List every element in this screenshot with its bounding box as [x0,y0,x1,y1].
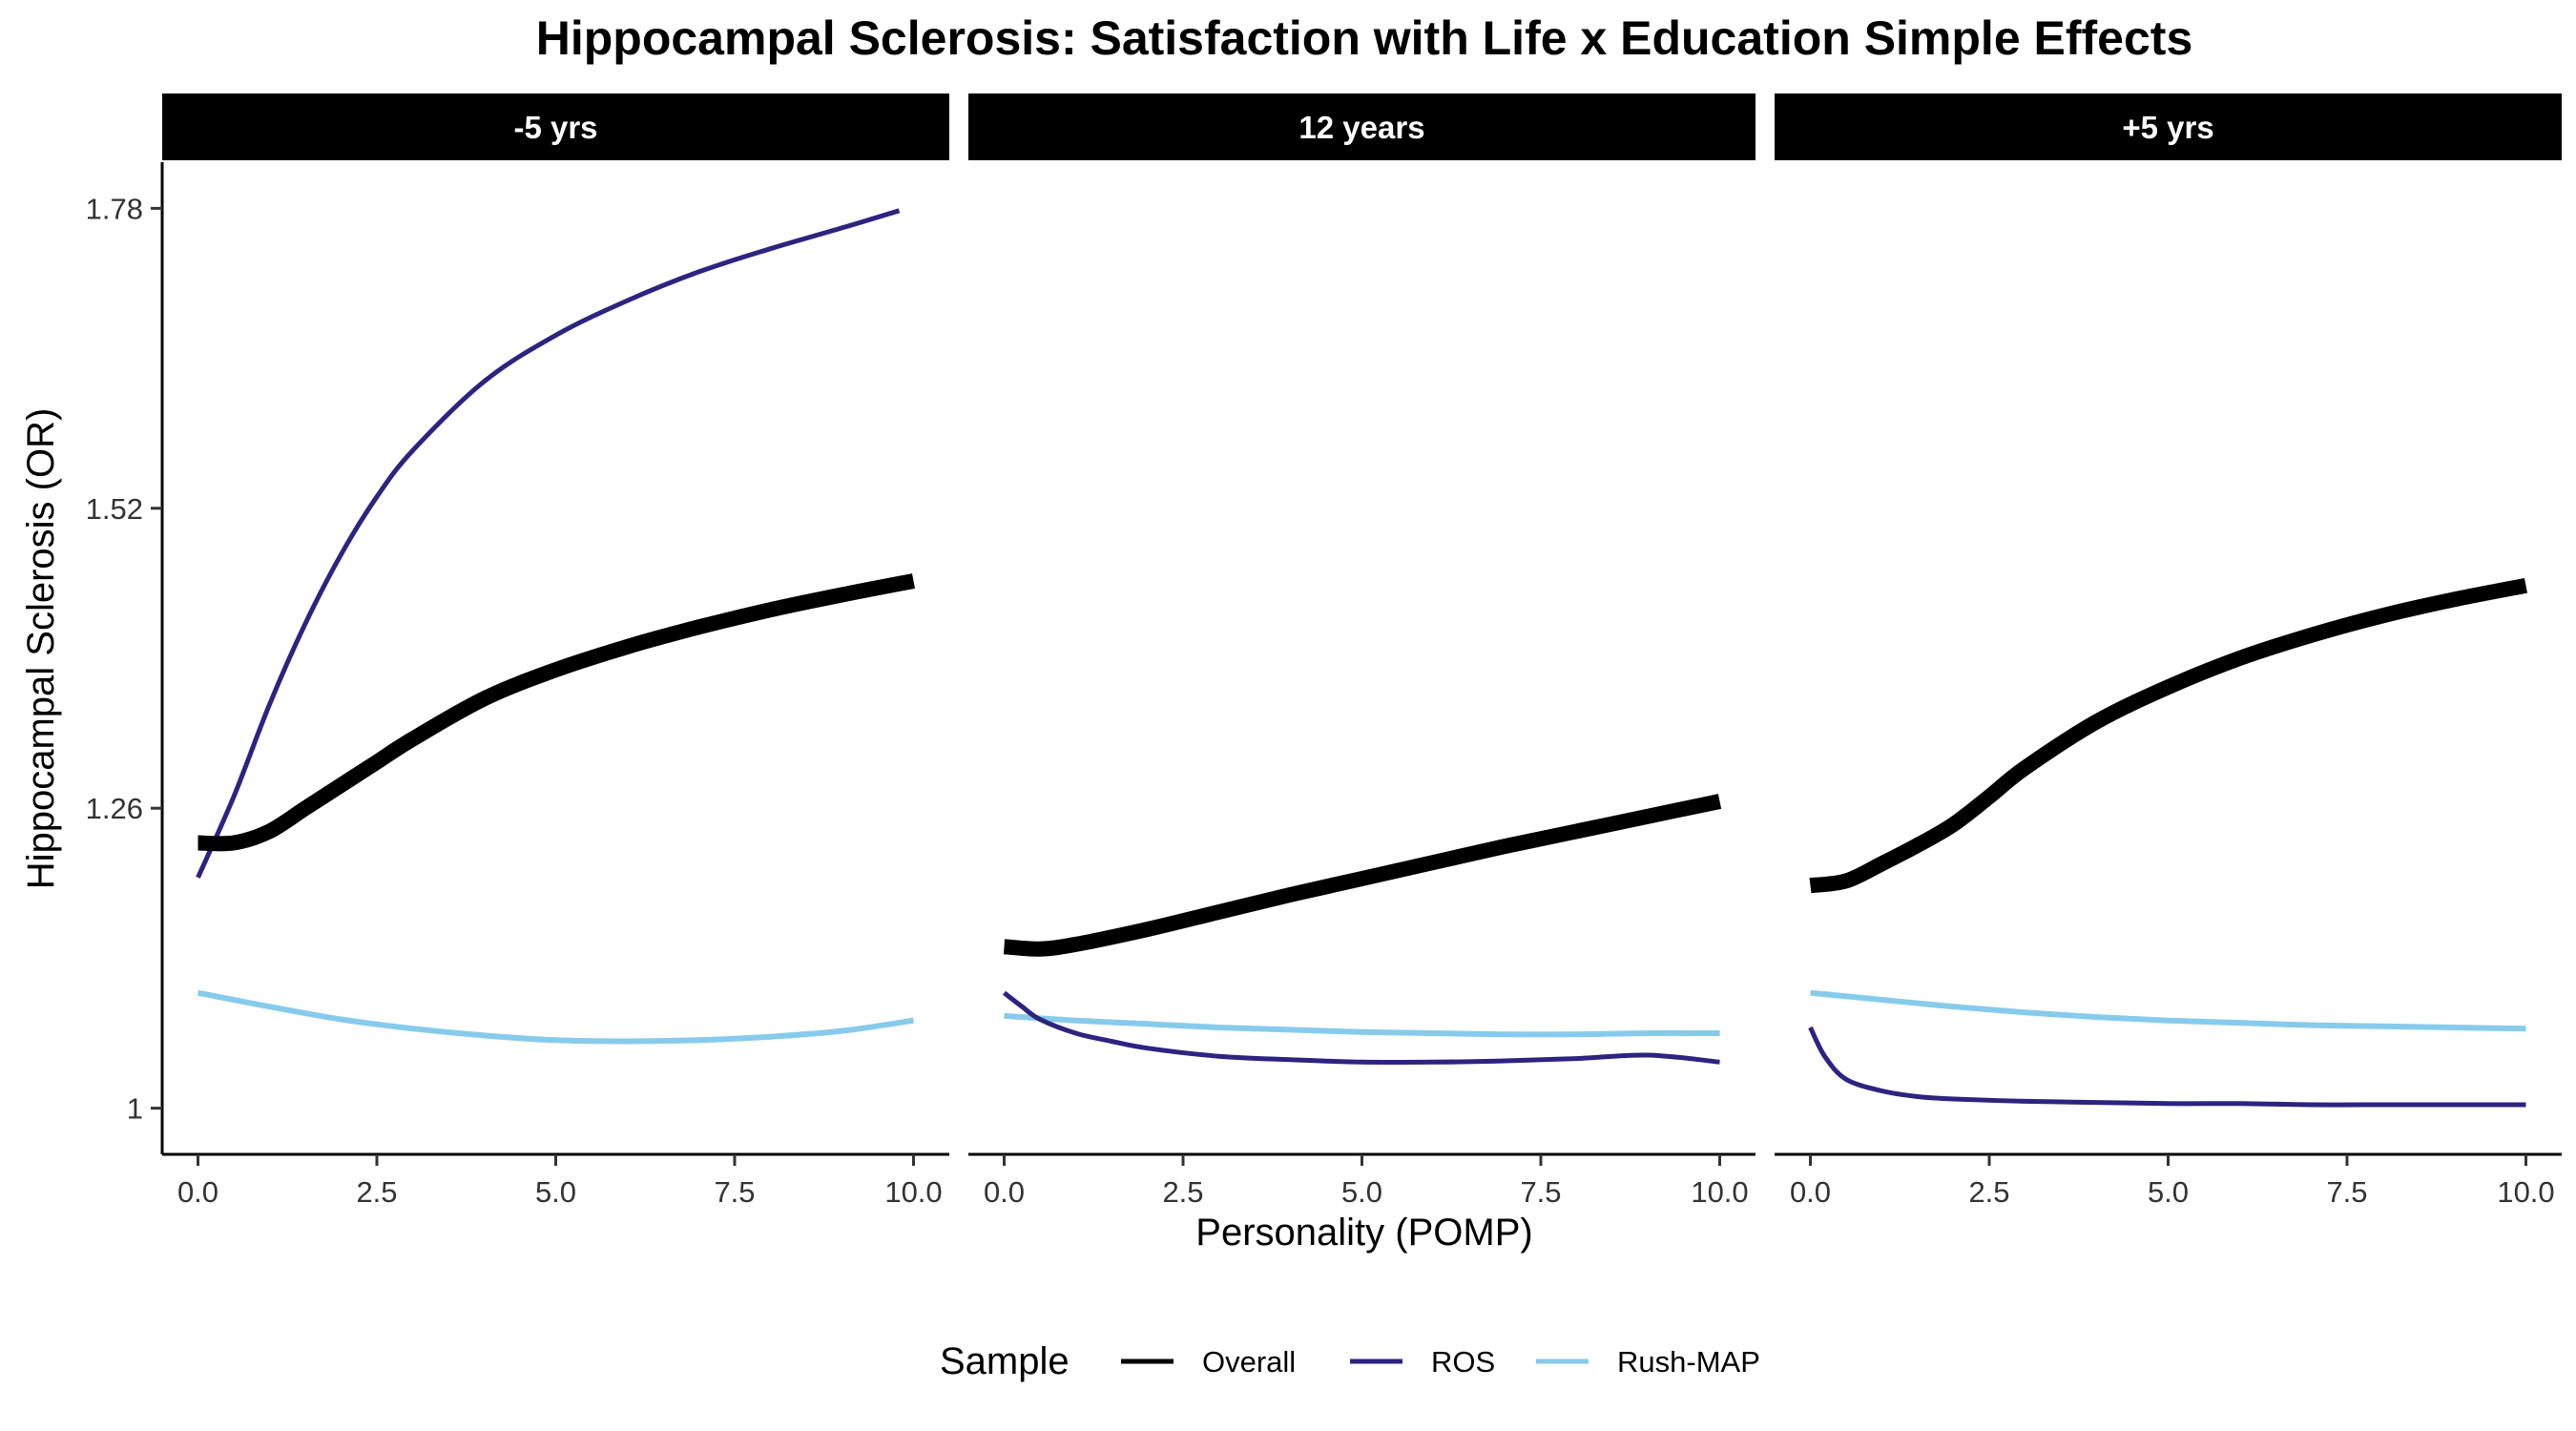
series-line-rush-map [197,989,914,1045]
x-tick-label: 0.0 [1790,1175,1831,1209]
x-tick-label: 0.0 [984,1175,1025,1209]
x-tick-label: 2.5 [1968,1175,2009,1209]
x-axis-label: Personality (POMP) [1195,1212,1532,1254]
y-tick-label: 1.26 [86,792,143,825]
x-tick-label: 2.5 [356,1175,397,1209]
legend-label-ros: ROS [1431,1345,1495,1379]
chart-title: Hippocampal Sclerosis: Satisfaction with… [536,11,2193,65]
series-line-overall [1003,794,1722,957]
x-tick-label: 5.0 [535,1175,576,1209]
legend-label-rush-map: Rush-MAP [1617,1345,1760,1379]
series-line-ros [196,208,901,879]
x-tick-label: 5.0 [1341,1175,1382,1209]
y-tick-label: 1.52 [86,492,143,526]
x-tick-label: 2.5 [1162,1175,1203,1209]
panel-strip [1775,93,2562,160]
series-line-overall [197,573,916,852]
y-tick-label: 1.78 [86,192,143,225]
x-tick-label: 0.0 [177,1175,218,1209]
series-line-rush-map [1004,1012,1720,1038]
x-tick-label: 7.5 [2326,1175,2367,1209]
y-axis-label: Hippocampal Sclerosis (OR) [20,408,62,890]
x-tick-label: 10.0 [884,1175,942,1209]
panel-strip-label: 12 years [1298,110,1424,145]
legend-label-overall: Overall [1202,1345,1296,1379]
panel-2: 12 years 0.0 2.5 5.0 7.5 10.0 [968,93,1755,1209]
panel-3: +5 yrs 0.0 2.5 5.0 7.5 10.0 [1775,93,2562,1209]
y-tick-label: 1 [127,1092,143,1126]
series-line-overall [1809,577,2528,894]
x-tick-label: 10.0 [1691,1175,1748,1209]
x-tick-label: 5.0 [2148,1175,2189,1209]
chart-panels: -5 yrs 0.0 2.5 5.0 7.5 10.0 1 1.26 1.52 1.78 12 ye… [86,93,2562,1209]
panel-strip-label: -5 yrs [513,110,597,145]
x-tick-label: 7.5 [714,1175,755,1209]
series-line-ros [1002,990,1720,1066]
series-line-rush-map [1810,989,2526,1032]
panel-1: -5 yrs 0.0 2.5 5.0 7.5 10.0 1 1.26 1.52 1.78 [86,93,949,1209]
panel-strip [968,93,1755,160]
series-line-ros [1808,1026,2526,1108]
x-tick-label: 7.5 [1520,1175,1561,1209]
panel-strip [162,93,949,160]
panel-strip-label: +5 yrs [2122,110,2213,145]
x-tick-label: 10.0 [2497,1175,2554,1209]
legend: Sample Overall ROS Rush-MAP [940,1340,1760,1382]
legend-title: Sample [940,1340,1070,1382]
